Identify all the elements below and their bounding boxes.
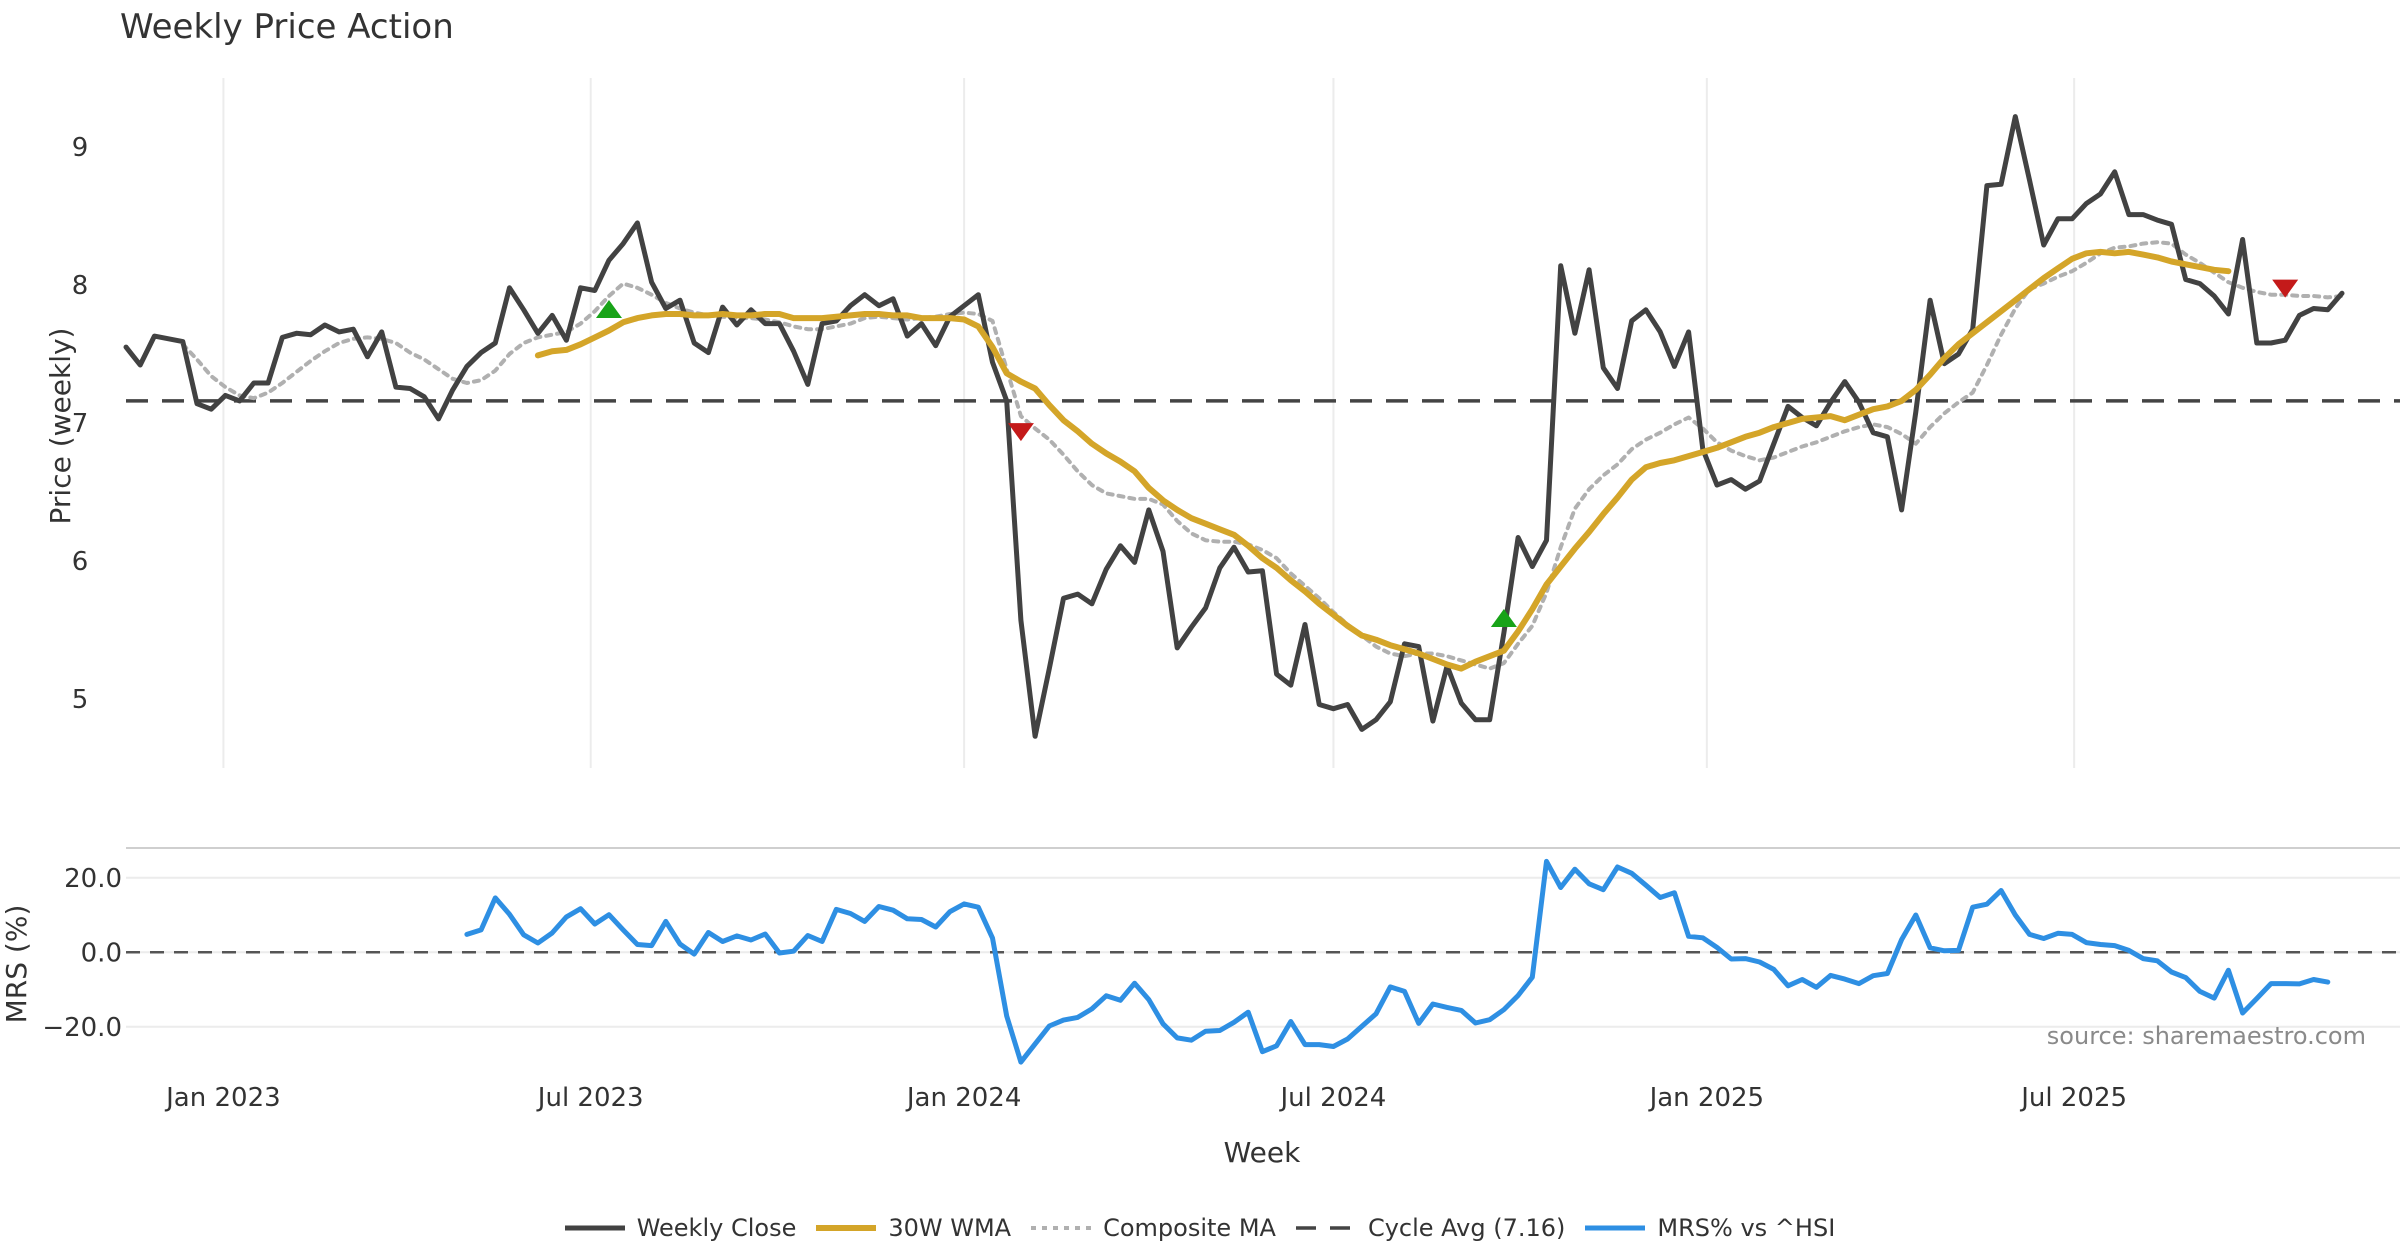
x-ticks: Jan 2023 Jul 2023 Jan 2024 Jul 2024 Jan 2025… bbox=[164, 1083, 2127, 1113]
price-y-tick-label: 7 bbox=[72, 409, 89, 439]
composite-ma-line bbox=[180, 240, 2344, 671]
legend-swatch-mrs bbox=[1585, 1225, 1646, 1231]
x-tick-label: Jul 2024 bbox=[1279, 1083, 1387, 1113]
legend-label: Weekly Close bbox=[636, 1214, 797, 1242]
source-note: source: sharemaestro.com bbox=[2047, 1022, 2366, 1050]
chart-title: Weekly Price Action bbox=[120, 7, 454, 47]
x-tick-label: Jan 2023 bbox=[164, 1083, 281, 1113]
price-series-group bbox=[123, 114, 2345, 739]
price-y-tick-label: 9 bbox=[72, 133, 89, 163]
price-grid bbox=[222, 78, 2076, 768]
sell-signal-marker bbox=[2272, 279, 2299, 298]
legend-label: MRS% vs ^HSI bbox=[1657, 1214, 1836, 1242]
x-axis-label: Week bbox=[1224, 1136, 1301, 1169]
sell-signal-marker bbox=[1007, 423, 1034, 442]
x-tick-label: Jan 2025 bbox=[1648, 1083, 1765, 1113]
mrs-y-tick-label: −20.0 bbox=[42, 1013, 122, 1043]
mrs-y-tick-label: 0.0 bbox=[81, 938, 122, 968]
legend-label: Composite MA bbox=[1103, 1214, 1276, 1242]
buy-signal-marker bbox=[1490, 609, 1517, 628]
legend-item-composite-ma[interactable]: Composite MA bbox=[1031, 1214, 1276, 1242]
legend-item-mrs[interactable]: MRS% vs ^HSI bbox=[1585, 1214, 1835, 1242]
x-tick-label: Jul 2025 bbox=[2019, 1083, 2127, 1113]
price-y-tick-label: 8 bbox=[72, 271, 89, 301]
mrs-y-tick-label: 20.0 bbox=[64, 864, 122, 894]
price-y-axis-label: Price (weekly) bbox=[44, 328, 77, 525]
mrs-line bbox=[464, 858, 2331, 1065]
legend-item-cycle-avg[interactable]: Cycle Avg (7.16) bbox=[1295, 1214, 1566, 1242]
mrs-y-axis-label: MRS (%) bbox=[0, 905, 33, 1024]
price-y-tick-label: 5 bbox=[72, 685, 89, 715]
wma-30w-line bbox=[534, 248, 2232, 672]
legend-swatch-composite-ma bbox=[1031, 1226, 1092, 1230]
legend-item-30w-wma[interactable]: 30W WMA bbox=[816, 1214, 1011, 1242]
price-y-ticks: 5 6 7 8 9 bbox=[72, 133, 89, 715]
legend-label: 30W WMA bbox=[888, 1214, 1012, 1242]
legend-label: Cycle Avg (7.16) bbox=[1367, 1214, 1566, 1242]
mrs-series-group bbox=[464, 858, 2331, 1065]
x-tick-label: Jul 2023 bbox=[536, 1083, 644, 1113]
legend-item-weekly-close[interactable]: Weekly Close bbox=[564, 1214, 797, 1242]
legend-swatch-cycle-avg bbox=[1295, 1226, 1356, 1230]
x-tick-label: Jan 2024 bbox=[905, 1083, 1022, 1113]
legend-swatch-weekly-close bbox=[564, 1225, 625, 1231]
mrs-y-ticks: 20.0 0.0 −20.0 bbox=[42, 864, 122, 1043]
legend: Weekly Close 30W WMA Composite MA Cycle … bbox=[0, 1210, 2400, 1246]
price-y-tick-label: 6 bbox=[72, 547, 89, 577]
signal-markers bbox=[595, 279, 2299, 628]
buy-signal-marker bbox=[595, 299, 622, 318]
legend-swatch-30w-wma bbox=[816, 1225, 877, 1231]
weekly-close-line bbox=[123, 114, 2345, 739]
